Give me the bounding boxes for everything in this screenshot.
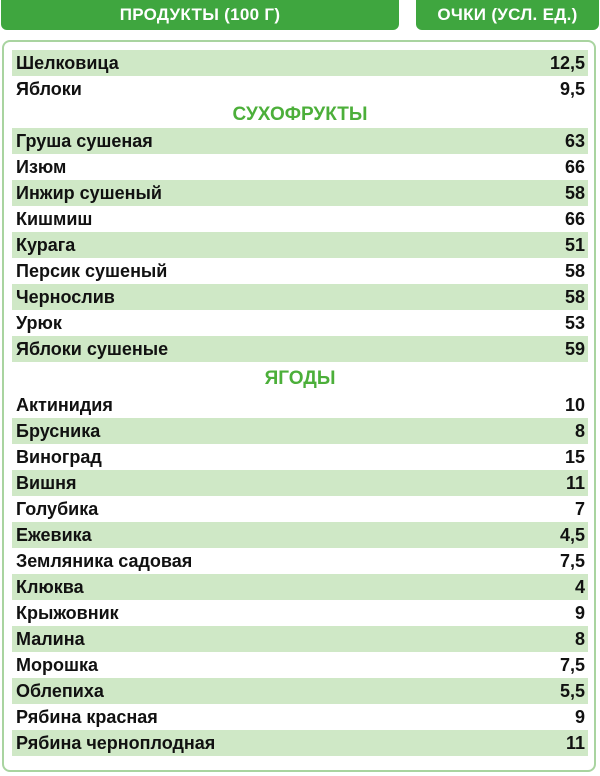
product-name: Актинидия bbox=[16, 395, 113, 415]
table-row: Виноград 15 bbox=[12, 444, 588, 470]
product-points: 7,5 bbox=[559, 551, 585, 571]
product-points: 9,5 bbox=[559, 79, 585, 99]
table-row: Рябина черноплодная 11 bbox=[12, 730, 588, 756]
table-row: Яблоки 9,5 bbox=[12, 76, 588, 102]
table-row: Земляника садовая 7,5 bbox=[12, 548, 588, 574]
table-row: Чернослив 58 bbox=[12, 284, 588, 310]
product-points: 7,5 bbox=[559, 655, 585, 675]
product-name: Крыжовник bbox=[16, 603, 119, 623]
product-name: Кишмиш bbox=[16, 209, 93, 229]
product-points: 11 bbox=[565, 733, 585, 753]
product-name: Морошка bbox=[16, 655, 99, 675]
product-name: Ежевика bbox=[16, 525, 92, 545]
product-points: 12,5 bbox=[549, 53, 585, 73]
product-name: Курага bbox=[16, 235, 76, 255]
table-row: Инжир сушеный 58 bbox=[12, 180, 588, 206]
column-header-points: ОЧКИ (УСЛ. ЕД.) bbox=[416, 0, 599, 30]
table-row: Кишмиш 66 bbox=[12, 206, 588, 232]
table-row: Голубика 7 bbox=[12, 496, 588, 522]
section-title-berries: ЯГОДЫ bbox=[264, 368, 336, 389]
product-name: Вишня bbox=[16, 473, 77, 493]
table-row: Груша сушеная 63 bbox=[12, 128, 588, 154]
product-name: Яблоки сушеные bbox=[16, 339, 169, 359]
product-points: 10 bbox=[564, 395, 585, 415]
table-header: ПРОДУКТЫ (100 Г) ОЧКИ (УСЛ. ЕД.) bbox=[0, 0, 600, 30]
table-row: Облепиха 5,5 bbox=[12, 678, 588, 704]
table-row: Морошка 7,5 bbox=[12, 652, 588, 678]
table-row: Крыжовник 9 bbox=[12, 600, 588, 626]
product-name: Шелковица bbox=[16, 53, 119, 73]
table-panel: Шелковица 12,5 Яблоки 9,5 СУХОФРУКТЫ Гру… bbox=[2, 40, 596, 772]
product-name: Урюк bbox=[16, 313, 62, 333]
product-name: Яблоки bbox=[16, 79, 82, 99]
table-row: Персик сушеный 58 bbox=[12, 258, 588, 284]
product-points: 7 bbox=[574, 499, 585, 519]
product-points: 53 bbox=[564, 313, 585, 333]
product-name: Малина bbox=[16, 629, 85, 649]
product-points: 63 bbox=[564, 131, 585, 151]
product-points: 8 bbox=[574, 421, 585, 441]
product-points: 11 bbox=[565, 473, 585, 493]
product-points: 66 bbox=[564, 209, 585, 229]
product-points: 8 bbox=[574, 629, 585, 649]
table-row: Изюм 66 bbox=[12, 154, 588, 180]
product-points: 4 bbox=[574, 577, 585, 597]
table-row: Яблоки сушеные 59 bbox=[12, 336, 588, 362]
product-points: 58 bbox=[564, 183, 585, 203]
product-name: Персик сушеный bbox=[16, 261, 168, 281]
table-body: Шелковица 12,5 Яблоки 9,5 СУХОФРУКТЫ Гру… bbox=[12, 50, 588, 756]
table-row: Брусника 8 bbox=[12, 418, 588, 444]
product-points: 58 bbox=[564, 287, 585, 307]
product-points: 51 bbox=[564, 235, 585, 255]
product-name: Чернослив bbox=[16, 287, 115, 307]
table-row: Актинидия 10 bbox=[12, 392, 588, 418]
product-name: Рябина красная bbox=[16, 707, 158, 727]
product-name: Инжир сушеный bbox=[16, 183, 162, 203]
product-points: 66 bbox=[564, 157, 585, 177]
product-name: Груша сушеная bbox=[16, 131, 153, 151]
table-row: Клюква 4 bbox=[12, 574, 588, 600]
product-points: 9 bbox=[574, 603, 585, 623]
product-points: 15 bbox=[564, 447, 585, 467]
product-points: 5,5 bbox=[559, 681, 585, 701]
section-title-dried-fruits: СУХОФРУКТЫ bbox=[232, 104, 368, 125]
table-row: Рябина красная 9 bbox=[12, 704, 588, 730]
table-row: Курага 51 bbox=[12, 232, 588, 258]
product-name: Клюква bbox=[16, 577, 84, 597]
table-row: Шелковица 12,5 bbox=[12, 50, 588, 76]
product-name: Земляника садовая bbox=[16, 551, 193, 571]
product-name: Брусника bbox=[16, 421, 101, 441]
column-header-product: ПРОДУКТЫ (100 Г) bbox=[1, 0, 399, 30]
product-points: 4,5 bbox=[559, 525, 585, 545]
product-name: Облепиха bbox=[16, 681, 104, 701]
table-row: Вишня 11 bbox=[12, 470, 588, 496]
table-row: Ежевика 4,5 bbox=[12, 522, 588, 548]
product-points: 59 bbox=[564, 339, 585, 359]
product-points: 9 bbox=[574, 707, 585, 727]
product-name: Рябина черноплодная bbox=[16, 733, 216, 753]
product-name: Виноград bbox=[16, 447, 102, 467]
product-name: Голубика bbox=[16, 499, 99, 519]
product-points: 58 bbox=[564, 261, 585, 281]
product-name: Изюм bbox=[16, 157, 67, 177]
table-row: Урюк 53 bbox=[12, 310, 588, 336]
table-row: Малина 8 bbox=[12, 626, 588, 652]
